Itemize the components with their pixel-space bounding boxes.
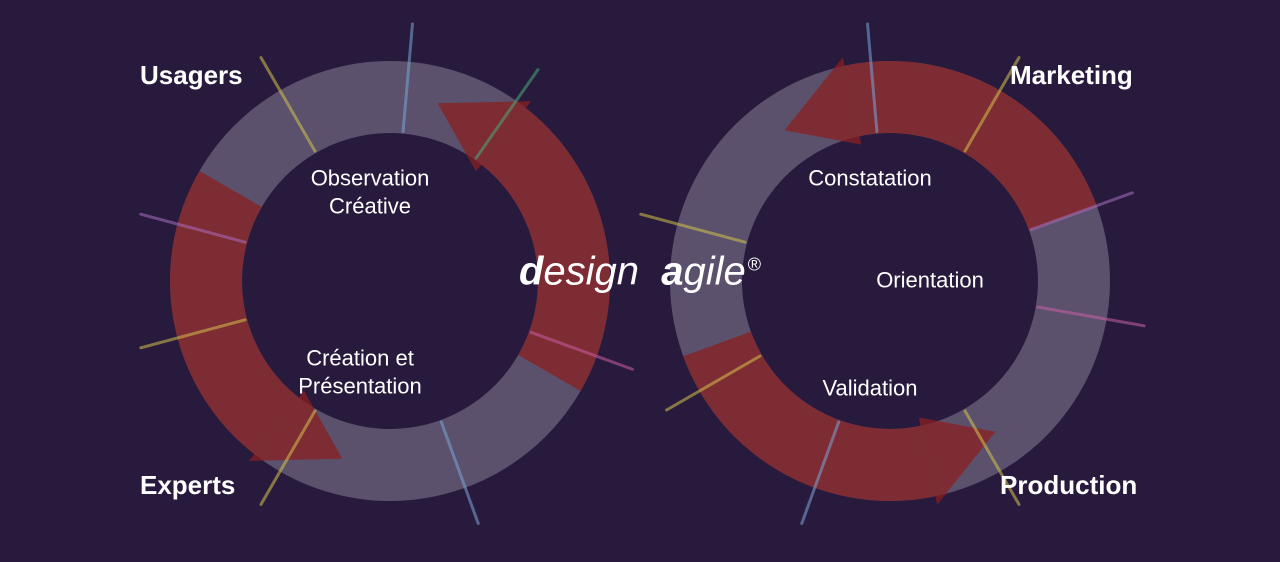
inner-label-line1: Création et [306, 346, 414, 371]
corner-label-bottom-right: Production [1000, 470, 1137, 501]
inner-label-right_bot: Validation [823, 374, 918, 402]
inner-label-left_top: ObservationCréative [311, 165, 430, 220]
inner-label-line1: Observation [311, 166, 430, 191]
center-title: design agile® [519, 250, 761, 295]
inner-label-right_top: Constatation [808, 164, 932, 192]
inner-label-line2: Créative [329, 193, 411, 218]
corner-label-top-right: Marketing [1010, 60, 1133, 91]
registered-mark: ® [748, 254, 761, 274]
title-word2-lead: a [661, 250, 683, 294]
inner-label-line1: Validation [823, 375, 918, 400]
corner-label-bottom-left: Experts [140, 470, 235, 501]
inner-label-line2: Présentation [298, 373, 422, 398]
corner-label-top-left: Usagers [140, 60, 243, 91]
title-word1-lead: d [519, 250, 543, 294]
diagram-stage: Usagers Experts Marketing Production Obs… [0, 0, 1280, 562]
inner-label-right_mid: Orientation [876, 266, 984, 294]
title-word1-rest: esign [543, 250, 639, 294]
title-word2-rest: gile [684, 250, 746, 294]
inner-label-left_bottom: Création etPrésentation [298, 345, 422, 400]
inner-label-line1: Orientation [876, 267, 984, 292]
inner-label-line1: Constatation [808, 165, 932, 190]
